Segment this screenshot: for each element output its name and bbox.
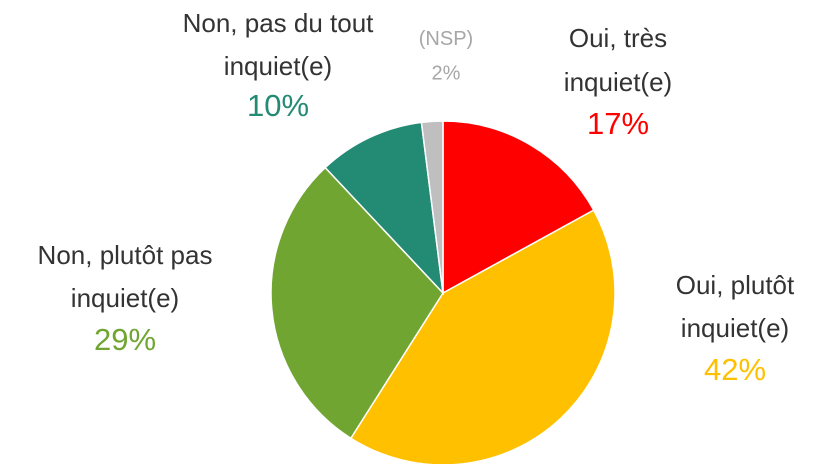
slice-label: Oui, très inquiet(e) [564, 23, 672, 97]
pie-slice [349, 209, 616, 464]
pie-slice [324, 121, 445, 296]
slice-label: Oui, plutôt inquiet(e) [676, 270, 795, 343]
value-label: 29% [94, 322, 156, 357]
value-label: 2% [432, 62, 461, 84]
pie-slice [420, 120, 444, 294]
value-label: 17% [587, 106, 649, 141]
pie-slice [442, 120, 595, 295]
slice-label: Non, pas du tout inquiet(e) [183, 8, 375, 81]
slice-label: Non, plutôt pas inquiet(e) [38, 240, 213, 313]
slice-label: (NSP) [419, 28, 473, 50]
value-label: 42% [704, 352, 766, 387]
pie-slice [270, 166, 444, 440]
value-label: 10% [247, 88, 309, 123]
